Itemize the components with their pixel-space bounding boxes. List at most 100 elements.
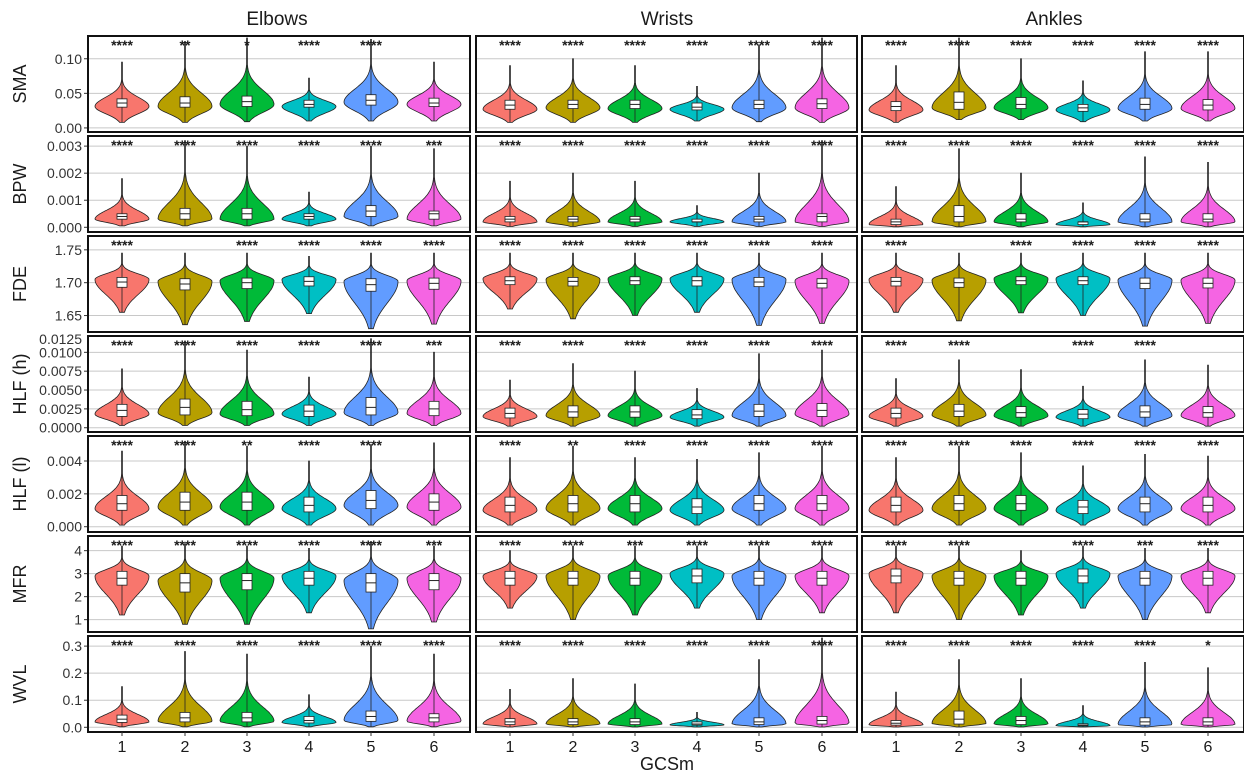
box-5 [365,490,377,510]
x-tick-label-5: 5 [367,739,376,756]
box-2 [953,403,965,417]
panel-fde-wrists: **** **** **** **** **** **** [475,235,858,333]
panel-sma-elbows: **** ** * **** **** [87,35,471,133]
panel-mfr-ankles: **** **** **** *** **** [861,535,1244,633]
significance-label-2: **** [174,437,196,453]
row-label-fde: FDE [10,266,30,302]
significance-label-2: **** [562,537,584,553]
box-1 [504,496,516,513]
x-tick-label-3: 3 [1017,739,1026,756]
significance-label-6: *** [426,337,443,353]
box-3 [241,573,253,591]
box-3 [241,277,253,290]
significance-label-4: **** [1072,337,1094,353]
box-4 [303,99,315,108]
significance-label-1: **** [499,37,521,53]
significance-label-2: **** [948,637,970,653]
significance-label-2: **** [174,337,196,353]
significance-label-4: **** [1072,537,1094,553]
box-6 [1202,213,1214,223]
significance-label-2: ** [568,437,579,453]
x-tick-label-6: 6 [1204,739,1213,756]
panel-sma-wrists: **** **** **** **** **** **** [475,35,858,133]
significance-label-1: **** [499,137,521,153]
significance-label-4: **** [298,137,320,153]
box-2 [953,710,965,725]
box-3 [1015,213,1027,223]
significance-label-1: **** [885,137,907,153]
significance-label-5: **** [748,437,770,453]
x-tick-label-1: 1 [118,739,127,756]
significance-label-5: *** [1137,537,1154,553]
significance-label-2: **** [174,637,196,653]
panel-hlf-l--elbows: **** **** ** **** **** [87,435,471,533]
y-tick-label: 0.1 [63,692,83,708]
significance-label-5: **** [748,637,770,653]
panel-border [861,635,1244,733]
significance-label-6: **** [1197,237,1219,253]
significance-label-5: **** [1134,137,1156,153]
significance-label-4: **** [298,37,320,53]
significance-label-2: **** [948,337,970,353]
box-5 [1139,97,1151,110]
box-4 [303,716,315,724]
box-3 [241,712,253,723]
panel-border [861,435,1244,533]
panel-mfr-elbows: **** **** **** **** **** *** [87,535,471,633]
significance-label-6: *** [426,137,443,153]
panel-border [87,135,471,233]
significance-label-5: **** [1134,37,1156,53]
significance-label-2: **** [948,137,970,153]
box-4 [691,498,703,514]
significance-label-3: **** [236,337,258,353]
box-6 [428,210,440,220]
panel-border [861,535,1244,633]
box-6 [1202,406,1214,418]
panel-border [87,535,471,633]
significance-label-1: **** [885,237,907,253]
significance-label-3: **** [1010,37,1032,53]
significance-label-5: **** [748,37,770,53]
box-5 [1139,496,1151,513]
significance-label-5: **** [748,337,770,353]
box-2 [179,96,191,108]
y-tick-label: 1.65 [55,308,82,324]
significance-label-1: **** [111,537,133,553]
significance-label-4: **** [1072,637,1094,653]
significance-label-1: **** [885,437,907,453]
significance-label-2: **** [174,537,196,553]
significance-label-3: **** [1010,437,1032,453]
panel-hlf-h--wrists: **** **** **** **** **** **** [475,335,858,433]
significance-label-3: **** [1010,137,1032,153]
box-4 [691,276,703,287]
significance-label-1: **** [111,237,133,253]
significance-label-5: **** [1134,437,1156,453]
significance-label-4: **** [298,237,320,253]
significance-label-5: **** [1134,337,1156,353]
x-tick-label-2: 2 [955,739,964,756]
box-3 [1015,97,1027,109]
significance-label-5: **** [748,237,770,253]
significance-label-4: **** [1072,437,1094,453]
box-3 [241,491,253,511]
significance-label-6: * [1205,637,1211,653]
significance-label-2: **** [948,437,970,453]
panel-border [475,635,858,733]
significance-label-3: **** [624,137,646,153]
row-label-sma: SMA [10,64,30,103]
significance-label-3: **** [624,37,646,53]
significance-label-5: **** [360,337,382,353]
row-label-mfr: MFR [10,565,30,604]
panel-border [861,135,1244,233]
panel-hlf-l--wrists: **** ** **** **** **** **** [475,435,858,533]
y-tick-label: 0.05 [55,85,82,101]
significance-label-6: **** [811,337,833,353]
panel-border [87,435,471,533]
significance-label-5: **** [1134,237,1156,253]
x-tick-label-2: 2 [181,739,190,756]
y-tick-label: 0.0075 [39,363,82,379]
panel-sma-ankles: **** **** **** **** **** **** [861,35,1244,133]
significance-label-6: *** [426,537,443,553]
significance-label-4: **** [298,337,320,353]
